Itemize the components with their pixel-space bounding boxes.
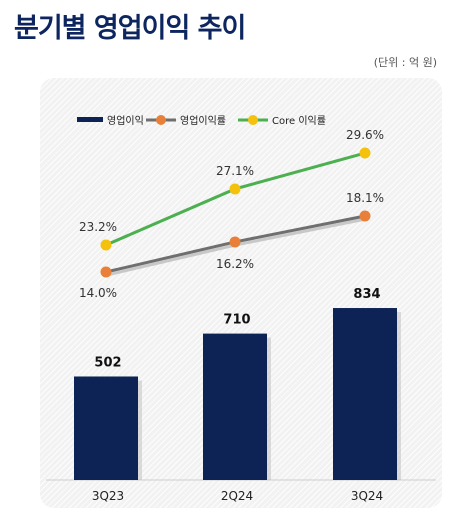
legend-swatch-bar [77,117,103,122]
x-tick-label: 3Q23 [92,489,124,503]
marker-Core 이익률 [229,183,241,195]
line-value-label: 27.1% [216,164,254,178]
line-value-label: 18.1% [346,191,384,205]
bar-3Q24 [333,308,397,480]
marker-영업이익률 [229,236,241,248]
bar-value-label: 834 [353,287,380,302]
legend-swatch-marker [156,115,166,125]
line-value-label: 23.2% [79,220,117,234]
legend-swatch-marker [248,115,258,125]
bar-value-label: 710 [223,313,250,328]
page-title: 분기별 영업이익 추이 [14,13,246,44]
line-value-label: 29.6% [346,128,384,142]
marker-Core 이익률 [359,147,371,159]
line-value-label: 16.2% [216,257,254,271]
legend-label: 영업이익률 [180,114,226,127]
marker-영업이익률 [100,266,112,278]
marker-영업이익률 [359,210,371,222]
x-tick-label: 3Q24 [351,489,383,503]
legend-label: Core 이익률 [272,115,326,127]
bar-2Q24 [203,333,267,480]
unit-label: (단위 : 억 원) [373,56,437,69]
marker-Core 이익률 [100,239,112,251]
bar-3Q23 [74,376,138,480]
legend-label: 영업이익 [107,114,144,127]
x-tick-label: 2Q24 [221,489,253,503]
line-value-label: 14.0% [79,286,117,300]
bar-value-label: 502 [94,355,121,370]
